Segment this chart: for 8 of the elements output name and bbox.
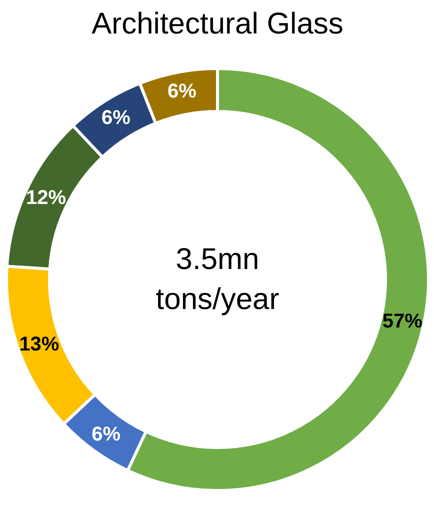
data-label: 6% <box>102 106 131 129</box>
data-label: 6% <box>92 424 121 446</box>
text: 3.5mn tons/year <box>156 243 280 316</box>
data-label: 6% <box>168 80 197 102</box>
chart-title: Architectural Glass <box>92 8 344 40</box>
data-label: 12% <box>26 186 66 209</box>
data-label: 13% <box>19 333 60 356</box>
data-label: 57% <box>382 310 423 332</box>
